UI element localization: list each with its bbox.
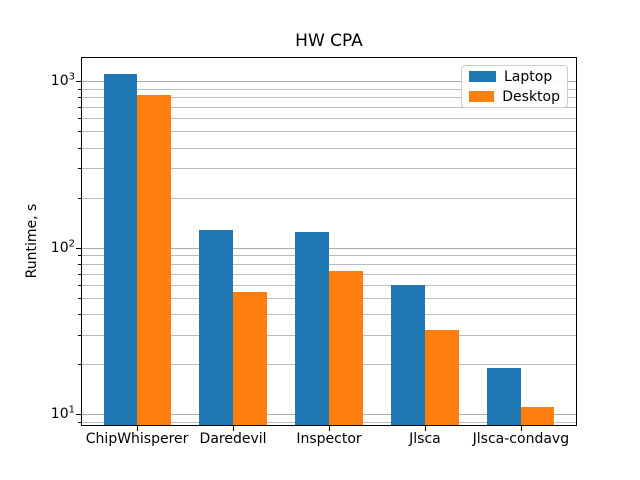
minor-gridline: [82, 197, 576, 199]
minor-gridline: [82, 255, 576, 257]
y-minor-tick: [78, 197, 81, 199]
y-minor-tick: [78, 273, 81, 275]
y-minor-tick: [78, 147, 81, 149]
x-tick: [520, 426, 522, 431]
y-minor-tick: [78, 284, 81, 286]
bar-desktop-inspector: [329, 270, 363, 426]
bar-laptop-chipwhisperer: [103, 74, 138, 426]
x-tick-label: Jlsca: [409, 431, 441, 447]
chart-title: HW CPA: [295, 31, 363, 51]
y-minor-tick: [78, 263, 81, 265]
legend: Laptop Desktop: [461, 65, 568, 108]
minor-gridline: [82, 118, 576, 120]
bar-desktop-jlsca: [424, 330, 459, 426]
legend-label-desktop: Desktop: [502, 88, 560, 105]
legend-swatch-laptop: [469, 71, 496, 82]
legend-label-laptop: Laptop: [504, 68, 553, 85]
y-minor-tick: [78, 364, 81, 366]
y-minor-tick: [78, 88, 81, 90]
y-axis-label: Runtime, s: [24, 203, 40, 279]
y-tick-label: 103: [50, 71, 75, 90]
y-major-tick: [76, 247, 81, 249]
legend-item-desktop: Desktop: [469, 89, 560, 105]
bar-laptop-inspector: [295, 232, 329, 426]
bar-desktop-jlsca-condavg: [520, 407, 555, 426]
x-tick-label: Inspector: [296, 431, 362, 447]
y-tick-label: 102: [50, 238, 75, 256]
bar-laptop-jlsca-condavg: [487, 367, 521, 426]
minor-gridline: [82, 131, 576, 133]
y-tick-label: 101: [50, 404, 75, 423]
legend-swatch-desktop: [469, 91, 495, 102]
bar-laptop-daredevil: [199, 229, 234, 426]
major-gridline: [82, 247, 576, 249]
bar-laptop-jlsca: [391, 284, 425, 426]
y-minor-tick: [78, 314, 81, 316]
y-minor-tick: [78, 255, 81, 257]
y-minor-tick: [78, 97, 81, 99]
y-major-tick: [76, 81, 81, 83]
y-minor-tick: [78, 421, 81, 423]
y-minor-tick: [78, 131, 81, 133]
x-tick: [137, 426, 139, 431]
y-minor-tick: [78, 297, 81, 299]
x-tick: [329, 426, 330, 431]
x-tick-label: Jlsca-condavg: [472, 431, 570, 447]
y-minor-tick: [78, 107, 81, 109]
minor-gridline: [82, 147, 576, 149]
x-tick-label: Daredevil: [199, 431, 267, 447]
bar-desktop-daredevil: [233, 292, 267, 426]
y-minor-tick: [78, 118, 81, 120]
legend-item-laptop: Laptop: [469, 69, 560, 85]
y-minor-tick: [78, 168, 81, 170]
y-major-tick: [76, 414, 81, 416]
minor-gridline: [82, 263, 576, 265]
x-tick-label: ChipWhisperer: [85, 431, 189, 447]
minor-gridline: [82, 97, 576, 99]
minor-gridline: [82, 107, 576, 109]
minor-gridline: [82, 88, 576, 90]
y-minor-tick: [78, 334, 81, 336]
major-gridline: [82, 81, 576, 83]
minor-gridline: [82, 168, 576, 170]
x-tick: [233, 426, 235, 431]
bar-desktop-chipwhisperer: [137, 94, 171, 426]
x-tick: [424, 426, 426, 431]
